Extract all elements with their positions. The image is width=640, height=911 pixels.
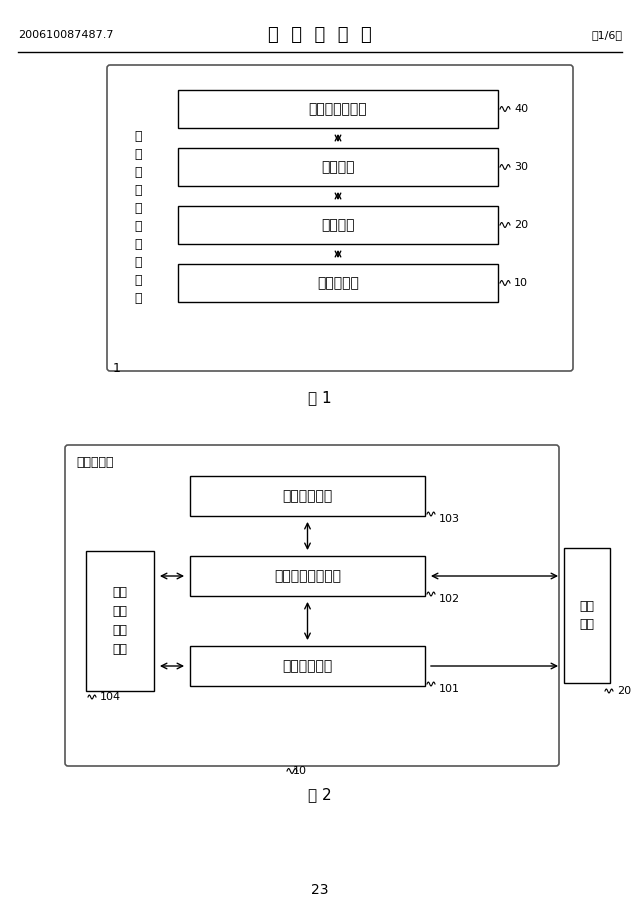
Text: 地图引擎: 地图引擎 bbox=[321, 160, 355, 174]
Text: 说  明  书  附  图: 说 明 书 附 图 bbox=[268, 26, 372, 44]
Text: 101: 101 bbox=[439, 684, 460, 694]
FancyBboxPatch shape bbox=[65, 445, 559, 766]
Text: 用户界面模块: 用户界面模块 bbox=[282, 489, 333, 503]
FancyBboxPatch shape bbox=[190, 556, 425, 596]
Text: 103: 103 bbox=[439, 514, 460, 524]
Text: 20: 20 bbox=[617, 686, 631, 696]
Text: 10: 10 bbox=[293, 766, 307, 776]
FancyBboxPatch shape bbox=[86, 551, 154, 691]
Text: 接口
模块: 接口 模块 bbox=[579, 599, 595, 631]
Text: 104: 104 bbox=[100, 692, 121, 702]
FancyBboxPatch shape bbox=[178, 90, 498, 128]
FancyBboxPatch shape bbox=[564, 548, 610, 683]
Text: 10: 10 bbox=[514, 278, 528, 288]
Text: 图 1: 图 1 bbox=[308, 391, 332, 405]
FancyBboxPatch shape bbox=[178, 264, 498, 302]
Text: 30: 30 bbox=[514, 162, 528, 172]
FancyBboxPatch shape bbox=[190, 476, 425, 516]
Text: 地图浏览器: 地图浏览器 bbox=[76, 456, 113, 468]
Text: 数据处理模块: 数据处理模块 bbox=[282, 659, 333, 673]
Text: 102: 102 bbox=[439, 594, 460, 604]
Text: 业务
逻辑
处理
模块: 业务 逻辑 处理 模块 bbox=[113, 586, 127, 656]
Text: 手
机
地
图
移
动
终
端
平
台: 手 机 地 图 移 动 终 端 平 台 bbox=[134, 130, 141, 305]
Text: 200610087487.7: 200610087487.7 bbox=[18, 30, 113, 40]
Text: 23: 23 bbox=[311, 883, 329, 897]
Text: 接口模块: 接口模块 bbox=[321, 218, 355, 232]
Text: 地图浏览器: 地图浏览器 bbox=[317, 276, 359, 290]
Text: 图 2: 图 2 bbox=[308, 787, 332, 803]
FancyBboxPatch shape bbox=[107, 65, 573, 371]
Text: 40: 40 bbox=[514, 104, 528, 114]
Text: 第1/6页: 第1/6页 bbox=[591, 30, 622, 40]
FancyBboxPatch shape bbox=[178, 206, 498, 244]
FancyBboxPatch shape bbox=[190, 646, 425, 686]
Text: 1: 1 bbox=[113, 362, 121, 375]
Text: 20: 20 bbox=[514, 220, 528, 230]
Text: 脚本语言解析模块: 脚本语言解析模块 bbox=[274, 569, 341, 583]
Text: 本地地图数据库: 本地地图数据库 bbox=[308, 102, 367, 116]
FancyBboxPatch shape bbox=[178, 148, 498, 186]
